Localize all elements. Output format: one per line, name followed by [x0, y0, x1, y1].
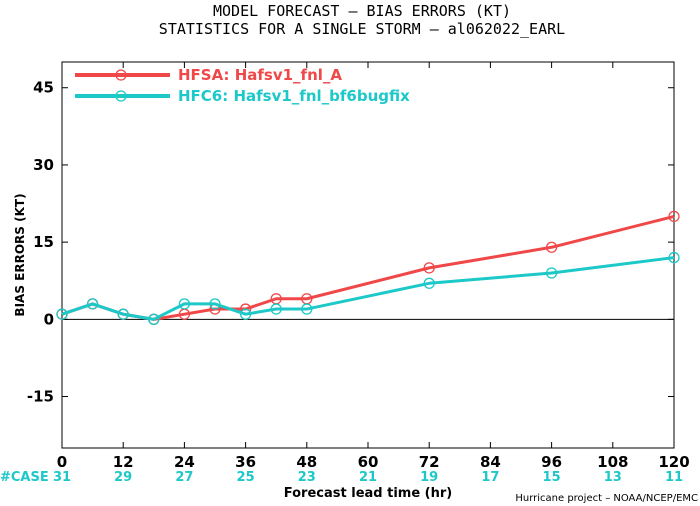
x-tick-label: 84: [480, 453, 501, 471]
data-point: [668, 210, 680, 223]
case-count: 23: [298, 470, 316, 485]
case-count: 13: [604, 470, 622, 485]
case-count: 15: [543, 470, 561, 485]
case-label: #CASE: [0, 470, 49, 485]
x-tick-label: 72: [419, 453, 440, 471]
chart-title: MODEL FORECAST – BIAS ERRORS (KT): [213, 2, 511, 20]
y-tick-label: 15: [33, 233, 54, 251]
x-tick-label: 120: [658, 453, 689, 471]
data-point: [545, 267, 558, 279]
case-count: 17: [481, 470, 499, 485]
data-point: [209, 298, 221, 310]
legend-swatch-marker: [115, 69, 127, 81]
series-line: [61, 256, 675, 321]
y-tick-label: 45: [33, 79, 54, 97]
data-point: [117, 308, 129, 320]
series-2: [56, 251, 680, 325]
plot-area: [61, 61, 675, 449]
credit-text: Hurricane project – NOAA/NCEP/EMC: [515, 493, 698, 504]
legend-label: HFC6: Hafsv1_fnl_bf6bugfix: [178, 87, 410, 105]
y-tick-label: 0: [44, 310, 54, 328]
x-axis-label: Forecast lead time (hr): [284, 486, 452, 501]
y-tick-label: -15: [27, 388, 54, 406]
x-tick-label: 108: [597, 453, 628, 471]
case-count: 25: [237, 470, 255, 485]
series-layer: [56, 210, 680, 325]
x-axis-ticks: 0 12 24 36 48 60 72 84 96 108 120: [57, 62, 690, 471]
legend-swatch-marker: [115, 90, 127, 102]
x-tick-label: 36: [235, 453, 256, 471]
case-count: 21: [359, 470, 377, 485]
case-count-row: #CASE 31 29 27 25 23 21 19 17 15 13 11: [0, 470, 683, 485]
data-point: [668, 251, 680, 264]
case-count: 19: [420, 470, 438, 485]
x-tick-label: 48: [296, 453, 317, 471]
x-tick-label: 0: [57, 453, 67, 471]
data-point: [423, 262, 435, 274]
x-tick-label: 12: [113, 453, 134, 471]
data-point: [545, 241, 558, 253]
data-point: [301, 303, 313, 315]
y-axis-label: BIAS ERRORS (KT): [13, 193, 27, 316]
x-tick-label: 24: [174, 453, 195, 471]
x-tick-label: 96: [541, 453, 562, 471]
legend-label: HFSA: Hafsv1_fnl_A: [178, 66, 342, 84]
x-tick-label: 60: [358, 453, 379, 471]
data-point: [56, 308, 68, 320]
case-count: 27: [175, 470, 193, 485]
legend: HFSA: Hafsv1_fnl_A HFC6: Hafsv1_fnl_bf6bu…: [75, 66, 410, 105]
case-count: 29: [114, 470, 132, 485]
case-count: 11: [665, 470, 683, 485]
data-point: [270, 303, 282, 315]
data-point: [86, 298, 99, 310]
y-axis-ticks: -15 0 15 30 45: [27, 79, 674, 406]
chart-subtitle: STATISTICS FOR A SINGLE STORM – al062022…: [159, 20, 565, 38]
y-tick-label: 30: [33, 156, 54, 174]
data-point: [178, 298, 191, 310]
data-point: [148, 313, 160, 325]
data-point: [423, 277, 435, 289]
case-count: 31: [53, 470, 71, 485]
data-point: [239, 308, 252, 320]
